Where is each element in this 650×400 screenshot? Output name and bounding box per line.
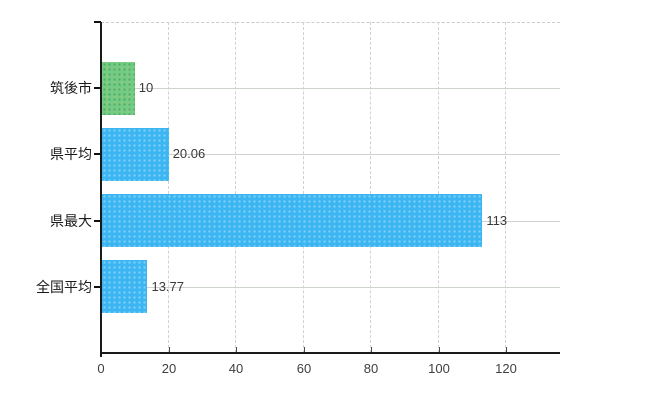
category-label-0: 筑後市 bbox=[50, 80, 92, 96]
y-axis-line bbox=[100, 22, 102, 357]
plot-area-top-border bbox=[101, 22, 560, 23]
y-gridline bbox=[101, 88, 560, 89]
x-gridline bbox=[235, 22, 236, 353]
x-tick-label-6: 120 bbox=[495, 361, 517, 376]
x-axis-tick bbox=[169, 347, 170, 352]
y-gridline bbox=[101, 154, 560, 155]
y-axis-tick bbox=[94, 87, 101, 89]
x-axis-tick bbox=[506, 347, 507, 352]
x-axis-tick bbox=[236, 347, 237, 352]
y-axis-tick bbox=[94, 286, 101, 288]
category-label-3: 全国平均 bbox=[36, 279, 92, 295]
x-gridline bbox=[370, 22, 371, 353]
x-axis-line bbox=[100, 352, 560, 354]
category-label-2: 県最大 bbox=[50, 213, 92, 229]
x-gridline bbox=[167, 22, 169, 353]
y-gridline bbox=[101, 287, 560, 288]
x-axis-tick bbox=[439, 347, 440, 352]
bar-2 bbox=[102, 194, 482, 247]
bar-value-label-2: 113 bbox=[486, 213, 508, 228]
bar-value-label-3: 13.77 bbox=[151, 279, 185, 294]
x-axis-tick bbox=[304, 347, 305, 352]
x-gridline bbox=[437, 22, 439, 353]
category-label-1: 県平均 bbox=[50, 146, 92, 162]
x-tick-label-1: 20 bbox=[161, 361, 177, 376]
x-tick-label-5: 100 bbox=[428, 361, 450, 376]
x-gridline bbox=[302, 22, 304, 353]
bar-3 bbox=[102, 260, 147, 313]
x-axis-tick bbox=[371, 347, 372, 352]
bar-value-label-1: 20.06 bbox=[172, 146, 206, 161]
bar-1 bbox=[102, 128, 169, 181]
y-axis-top-tick bbox=[94, 21, 101, 23]
x-gridline bbox=[505, 22, 506, 353]
y-axis-tick bbox=[94, 220, 101, 222]
bar-value-label-0: 10 bbox=[138, 80, 154, 95]
bar-0 bbox=[102, 62, 135, 115]
x-tick-label-4: 80 bbox=[363, 361, 379, 376]
x-tick-label-0: 0 bbox=[97, 361, 105, 376]
x-tick-label-3: 60 bbox=[296, 361, 312, 376]
x-tick-label-2: 40 bbox=[228, 361, 244, 376]
y-axis-tick bbox=[94, 153, 101, 155]
